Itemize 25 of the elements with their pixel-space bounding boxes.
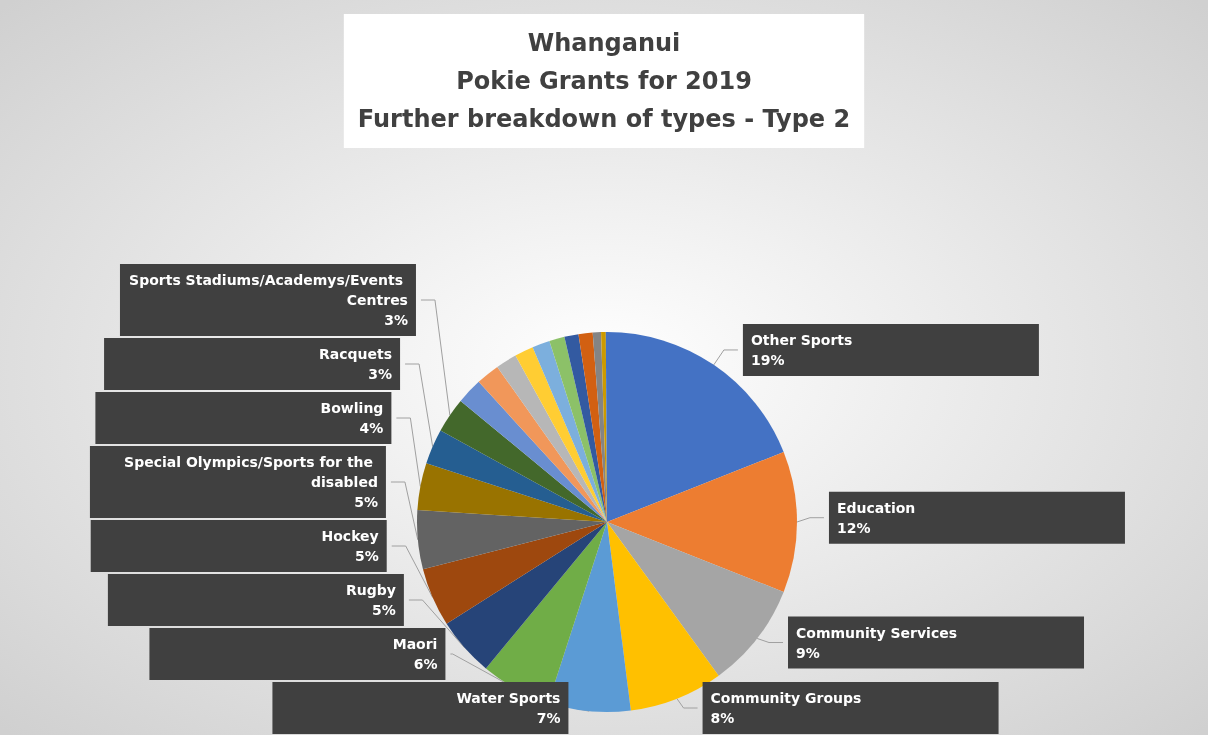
- slice-label: Hockey: [321, 528, 379, 544]
- data-label: 9%: [796, 644, 820, 661]
- slice-label: Sports Stadiums/Academys/Events Centres: [129, 272, 408, 308]
- data-label: 5%: [354, 494, 378, 510]
- data-label: 5%: [354, 548, 379, 564]
- data-label: 4%: [359, 420, 384, 436]
- slice-label: Special Olympics/Sports for the disabled: [124, 454, 378, 490]
- data-label: 3%: [384, 312, 408, 328]
- chart-title: Whanganui Pokie Grants for 2019 Further breakdown of types - Type 2: [357, 29, 851, 133]
- data-label: 19%: [750, 351, 785, 368]
- slice-label: Racquets: [319, 346, 393, 362]
- slice-label: Maori: [392, 636, 438, 652]
- data-label: 6%: [413, 656, 438, 672]
- data-label: 3%: [368, 366, 393, 382]
- slice-label: Rugby: [345, 582, 396, 598]
- slice-label: Bowling: [320, 400, 384, 416]
- data-label: 8%: [710, 710, 735, 726]
- slice-label: Community Groups: [710, 690, 862, 706]
- slice-label: Community Services: [796, 624, 958, 641]
- slice-label: Other Sports: [750, 331, 853, 348]
- slice-label: Education: [836, 499, 916, 516]
- data-label: 7%: [536, 710, 561, 726]
- data-label: 5%: [372, 602, 396, 618]
- slice-label: Water Sports: [456, 690, 561, 706]
- data-label: 12%: [836, 519, 871, 536]
